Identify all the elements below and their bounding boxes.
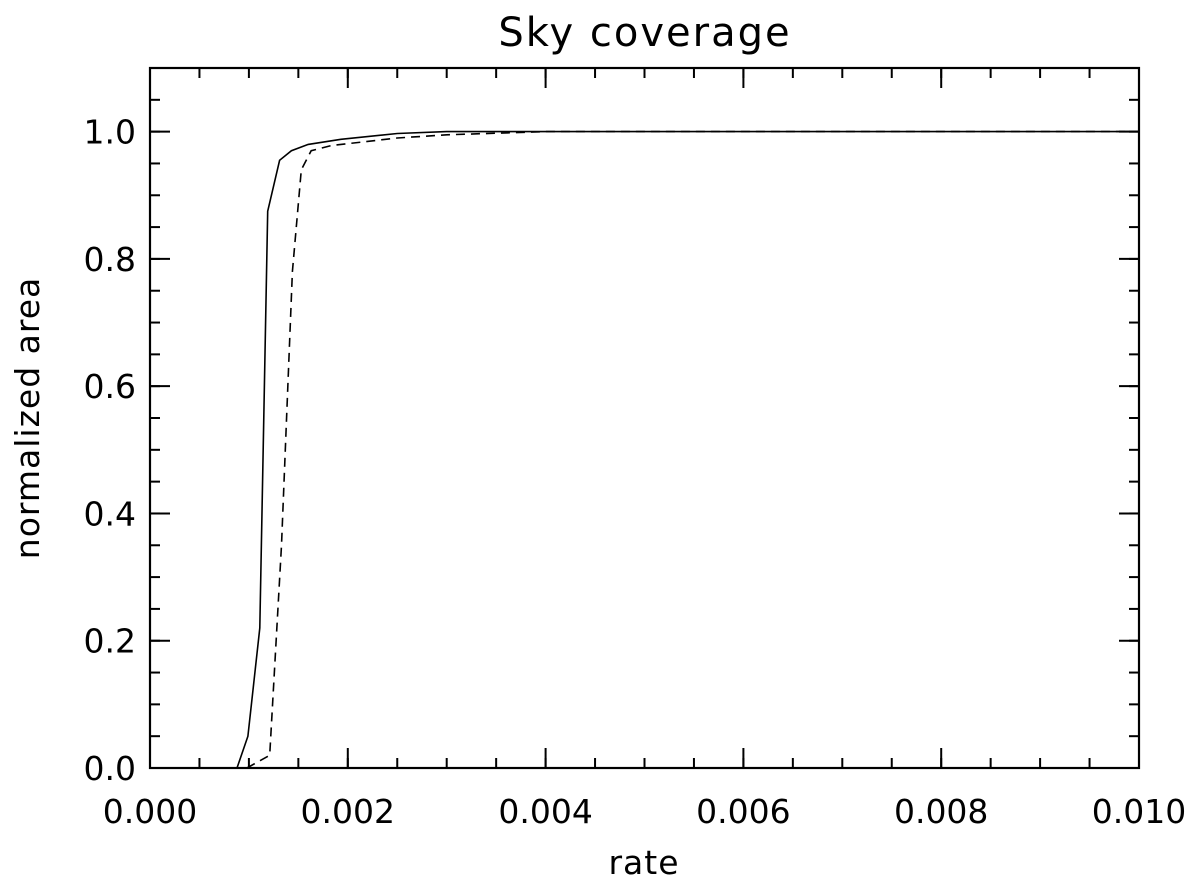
x-tick-label: 0.006 — [696, 792, 790, 831]
x-tick-label: 0.002 — [301, 792, 395, 831]
series-line-dashed — [246, 130, 1139, 769]
x-tick-label: 0.000 — [103, 792, 197, 831]
y-axis-label: normalized area — [8, 277, 47, 559]
y-tick-label: 0.4 — [84, 494, 136, 533]
y-tick-label: 1.0 — [84, 113, 136, 152]
y-tick-label: 0.2 — [84, 622, 136, 661]
series-line-solid — [150, 130, 1139, 769]
x-axis-label: rate — [608, 843, 679, 880]
x-tick-label: 0.008 — [894, 792, 988, 831]
chart-title: Sky coverage — [498, 10, 791, 56]
axis-ticks — [149, 67, 1140, 769]
plot-frame — [148, 66, 1141, 770]
x-tick-label: 0.010 — [1092, 792, 1186, 831]
axis-tick-labels: 0.000 0.002 0.004 0.006 0.008 0.010 0.0 0.2 0.4 0… — [84, 113, 1187, 831]
y-tick-label: 0.8 — [84, 240, 136, 279]
series-lines — [150, 130, 1139, 769]
y-tick-label: 0.6 — [84, 367, 136, 406]
x-tick-label: 0.004 — [498, 792, 592, 831]
y-tick-label: 0.0 — [84, 749, 136, 788]
